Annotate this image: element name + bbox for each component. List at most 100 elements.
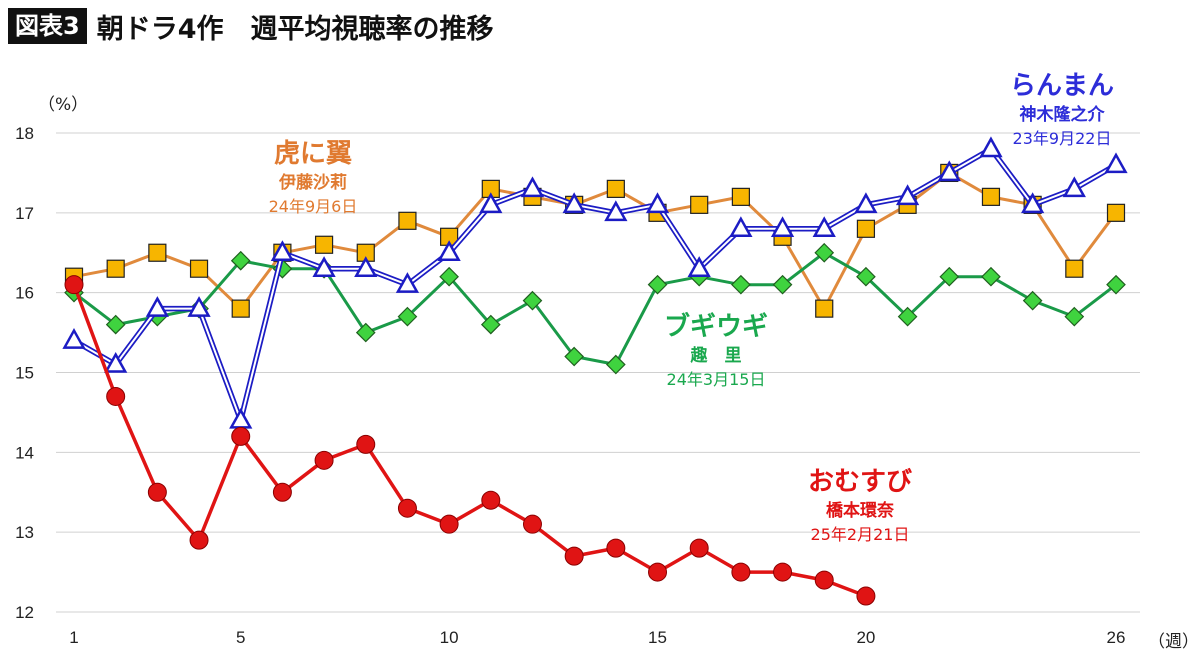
- data-point: [604, 200, 628, 222]
- data-point: [104, 351, 128, 373]
- data-point: [520, 176, 545, 198]
- data-point: [187, 296, 211, 317]
- data-point: [398, 211, 417, 230]
- data-point: [854, 192, 878, 214]
- data-point: [647, 274, 668, 295]
- data-point: [522, 514, 542, 534]
- data-point: [395, 272, 420, 293]
- data-point: [62, 328, 86, 349]
- data-point: [229, 407, 253, 429]
- y-tick-label: 14: [15, 443, 34, 462]
- series-date: 24年3月15日: [667, 370, 766, 389]
- series-name: 虎に翼: [274, 139, 352, 169]
- series-actor: 趣 里: [690, 345, 742, 366]
- data-point: [772, 274, 793, 295]
- data-point: [106, 386, 126, 406]
- data-point: [105, 314, 126, 335]
- data-point: [939, 266, 960, 287]
- series-date: 25年2月21日: [811, 525, 910, 544]
- series-line: [73, 171, 1118, 311]
- data-point: [814, 570, 834, 590]
- series-name: おむすび: [808, 467, 912, 497]
- data-point: [1022, 290, 1043, 311]
- x-tick-label: 10: [440, 628, 459, 647]
- series-actor: 橋本環奈: [826, 500, 895, 521]
- data-point: [1064, 306, 1085, 327]
- series-layer: [62, 136, 1128, 606]
- y-unit-label: （%）: [38, 95, 88, 115]
- grid-lines: [56, 132, 1140, 613]
- data-point: [731, 274, 751, 295]
- data-point: [729, 216, 753, 238]
- data-point: [981, 187, 1001, 206]
- data-point: [690, 195, 709, 214]
- data-point: [814, 242, 835, 263]
- data-point: [354, 256, 378, 277]
- data-point: [189, 259, 209, 278]
- data-point: [481, 490, 501, 510]
- data-point: [856, 266, 876, 287]
- data-point: [564, 546, 584, 566]
- data-point: [479, 192, 503, 214]
- x-tick-label: 20: [856, 628, 875, 647]
- figure-badge: 図表3: [8, 8, 87, 44]
- data-point: [856, 219, 876, 238]
- series-name: ブギウギ: [664, 311, 768, 342]
- data-point: [230, 250, 251, 271]
- data-point: [231, 299, 250, 318]
- series-triangle: [62, 136, 1128, 429]
- data-point: [981, 266, 1001, 287]
- data-point: [687, 256, 711, 277]
- data-point: [312, 256, 336, 277]
- data-point: [189, 530, 209, 550]
- data-point: [314, 450, 334, 470]
- series-actor: 神木隆之介: [1020, 104, 1106, 125]
- data-point: [439, 514, 459, 534]
- x-unit-label: （週）: [1148, 632, 1199, 652]
- data-point: [773, 562, 793, 582]
- x-tick-label: 15: [648, 628, 667, 647]
- data-point: [1106, 274, 1126, 295]
- data-point: [148, 243, 167, 262]
- series-date: 23年9月22日: [1013, 129, 1112, 148]
- x-tick-label: 26: [1107, 628, 1126, 647]
- data-point: [937, 160, 961, 182]
- data-point: [397, 498, 417, 518]
- data-point: [815, 299, 834, 318]
- data-point: [856, 586, 876, 606]
- data-point: [1106, 203, 1126, 222]
- data-point: [731, 187, 750, 206]
- y-tick-label: 15: [15, 364, 34, 383]
- data-point: [564, 346, 585, 367]
- y-tick-label: 13: [15, 523, 34, 542]
- series-name: らんまん: [1010, 71, 1114, 101]
- data-point: [314, 235, 334, 254]
- data-point: [897, 306, 918, 327]
- data-point: [812, 216, 836, 238]
- data-point: [1065, 259, 1084, 278]
- series-line-outer: [72, 146, 1118, 424]
- data-point: [1062, 176, 1086, 198]
- data-point: [1104, 152, 1128, 174]
- series-circle: [64, 275, 876, 606]
- data-point: [645, 192, 670, 214]
- data-point: [895, 184, 920, 206]
- data-point: [522, 290, 543, 311]
- data-point: [606, 538, 626, 558]
- y-axis: 12 13 14 15 16 17 18: [15, 124, 34, 622]
- data-point: [356, 434, 376, 454]
- chart-header: 図表3 朝ドラ4作 週平均視聴率の推移: [8, 6, 494, 46]
- series-line: [73, 251, 1117, 366]
- y-tick-label: 18: [15, 124, 34, 143]
- data-point: [731, 562, 751, 582]
- series-line-inner: [73, 148, 1117, 422]
- data-point: [147, 482, 167, 502]
- data-point: [270, 240, 295, 261]
- data-point: [562, 192, 586, 214]
- data-point: [397, 306, 418, 327]
